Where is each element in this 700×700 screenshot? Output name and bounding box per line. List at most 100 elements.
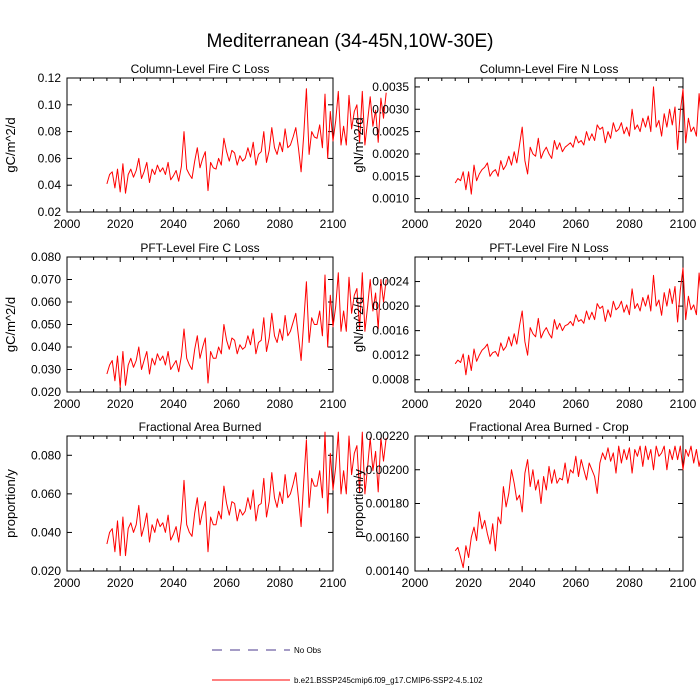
y-tick-label: 0.0012 bbox=[372, 348, 409, 362]
y-tick-label: 0.04 bbox=[38, 178, 62, 192]
y-tick-label: 0.0024 bbox=[372, 275, 409, 289]
plot-frame bbox=[66, 435, 334, 572]
x-tick-label: 2060 bbox=[213, 397, 240, 411]
y-tick-label: 0.0020 bbox=[372, 299, 409, 313]
y-axis-label: proportion/y bbox=[351, 469, 366, 538]
x-tick-label: 2060 bbox=[562, 576, 589, 590]
plot-frame bbox=[66, 256, 334, 393]
x-tick-label: 2060 bbox=[213, 217, 240, 231]
y-tick-label: 0.070 bbox=[31, 273, 61, 287]
y-tick-label: 0.040 bbox=[31, 525, 61, 539]
x-tick-label: 2080 bbox=[616, 397, 643, 411]
x-tick-label: 2080 bbox=[266, 397, 293, 411]
x-tick-label: 2060 bbox=[562, 217, 589, 231]
x-tick-label: 2020 bbox=[455, 217, 482, 231]
y-tick-label: 0.060 bbox=[31, 487, 61, 501]
chart-panel: PFT-Level Fire C Loss 2000 2020 2040 2060 208… bbox=[3, 241, 387, 411]
x-tick-label: 2000 bbox=[54, 217, 81, 231]
x-tick-label: 2040 bbox=[509, 217, 536, 231]
x-tick-label: 2080 bbox=[616, 576, 643, 590]
panels: Column-Level Fire C Loss 2000 2020 2040 2060… bbox=[3, 62, 700, 590]
y-tick-label: 0.040 bbox=[31, 340, 61, 354]
series-line bbox=[106, 272, 387, 388]
y-axis-label: gC/m^2/d bbox=[3, 297, 18, 352]
series-line bbox=[454, 267, 700, 376]
y-tick-label: 0.050 bbox=[31, 318, 61, 332]
y-tick-label: 0.020 bbox=[31, 564, 61, 578]
series-line bbox=[454, 445, 700, 569]
y-tick-label: 0.00140 bbox=[366, 564, 410, 578]
panel-title: PFT-Level Fire N Loss bbox=[489, 241, 608, 255]
y-tick-label: 0.060 bbox=[31, 295, 61, 309]
y-tick-label: 0.020 bbox=[31, 385, 61, 399]
x-tick-label: 2000 bbox=[402, 576, 429, 590]
legend-obs-label: No Obs bbox=[294, 646, 321, 655]
y-axis-label: gC/m^2/d bbox=[3, 117, 18, 172]
x-tick-label: 2040 bbox=[160, 576, 187, 590]
legend-model-label: b.e21.BSSP245cmip6.f09_g17.CMIP6-SSP2-4.… bbox=[294, 676, 483, 685]
figure-title: Mediterranean (34-45N,10W-30E) bbox=[207, 31, 494, 52]
plot-frame bbox=[66, 77, 334, 213]
y-tick-label: 0.00180 bbox=[366, 497, 410, 511]
x-tick-label: 2080 bbox=[266, 217, 293, 231]
y-tick-label: 0.00160 bbox=[366, 530, 410, 544]
x-tick-label: 2100 bbox=[670, 397, 697, 411]
y-tick-label: 0.08 bbox=[38, 125, 62, 139]
y-axis-label: gN/m^2/d bbox=[351, 297, 366, 352]
chart-panel: Column-Level Fire C Loss 2000 2020 2040 2060… bbox=[3, 62, 387, 231]
series-line bbox=[106, 431, 387, 557]
chart-panel: Column-Level Fire N Loss 2000 2020 2040 2060… bbox=[351, 62, 700, 231]
x-tick-label: 2000 bbox=[54, 576, 81, 590]
y-axis-label: gN/m^2/d bbox=[351, 117, 366, 172]
x-tick-label: 2020 bbox=[107, 217, 134, 231]
y-tick-label: 0.080 bbox=[31, 250, 61, 264]
x-tick-label: 2080 bbox=[266, 576, 293, 590]
y-tick-label: 0.02 bbox=[38, 205, 62, 219]
plot-frame bbox=[414, 77, 684, 213]
y-tick-label: 0.12 bbox=[38, 71, 62, 85]
x-tick-label: 2100 bbox=[320, 397, 347, 411]
y-tick-label: 0.0008 bbox=[372, 373, 409, 387]
panel-title: Column-Level Fire C Loss bbox=[131, 62, 270, 76]
x-tick-label: 2060 bbox=[562, 397, 589, 411]
x-tick-label: 2060 bbox=[213, 576, 240, 590]
panel-title: PFT-Level Fire C Loss bbox=[140, 241, 259, 255]
y-tick-label: 0.0025 bbox=[372, 125, 409, 139]
series-line bbox=[454, 86, 700, 195]
chart-panel: PFT-Level Fire N Loss 2000 2020 2040 2060 208… bbox=[351, 241, 700, 411]
plot-frame bbox=[414, 256, 684, 393]
x-tick-label: 2040 bbox=[509, 397, 536, 411]
y-tick-label: 0.0030 bbox=[372, 102, 409, 116]
y-tick-label: 0.10 bbox=[38, 98, 62, 112]
x-tick-label: 2020 bbox=[455, 397, 482, 411]
series-line bbox=[106, 88, 387, 194]
chart-panel: Fractional Area Burned - Crop 2000 2020 204… bbox=[351, 420, 700, 590]
x-tick-label: 2000 bbox=[402, 217, 429, 231]
y-tick-label: 0.0020 bbox=[372, 147, 409, 161]
y-tick-label: 0.0035 bbox=[372, 80, 409, 94]
y-tick-label: 0.00220 bbox=[366, 429, 410, 443]
y-tick-label: 0.0010 bbox=[372, 192, 409, 206]
x-tick-label: 2000 bbox=[54, 397, 81, 411]
x-tick-label: 2100 bbox=[320, 576, 347, 590]
x-tick-label: 2020 bbox=[455, 576, 482, 590]
panel-title: Fractional Area Burned bbox=[139, 420, 262, 434]
x-tick-label: 2020 bbox=[107, 397, 134, 411]
panel-title: Fractional Area Burned - Crop bbox=[469, 420, 629, 434]
y-tick-label: 0.0016 bbox=[372, 324, 409, 338]
chart-panel: Fractional Area Burned 2000 2020 2040 2060 20… bbox=[3, 420, 387, 590]
x-tick-label: 2100 bbox=[320, 217, 347, 231]
y-tick-label: 0.06 bbox=[38, 151, 62, 165]
x-tick-label: 2100 bbox=[670, 576, 697, 590]
legend: No Obs b.e21.BSSP245cmip6.f09_g17.CMIP6-… bbox=[212, 646, 483, 685]
y-tick-label: 0.030 bbox=[31, 363, 61, 377]
x-tick-label: 2000 bbox=[402, 397, 429, 411]
x-tick-label: 2040 bbox=[160, 397, 187, 411]
panel-title: Column-Level Fire N Loss bbox=[480, 62, 619, 76]
x-tick-label: 2080 bbox=[616, 217, 643, 231]
y-tick-label: 0.00200 bbox=[366, 463, 410, 477]
x-tick-label: 2100 bbox=[670, 217, 697, 231]
y-tick-label: 0.0015 bbox=[372, 169, 409, 183]
y-axis-label: proportion/y bbox=[3, 469, 18, 538]
